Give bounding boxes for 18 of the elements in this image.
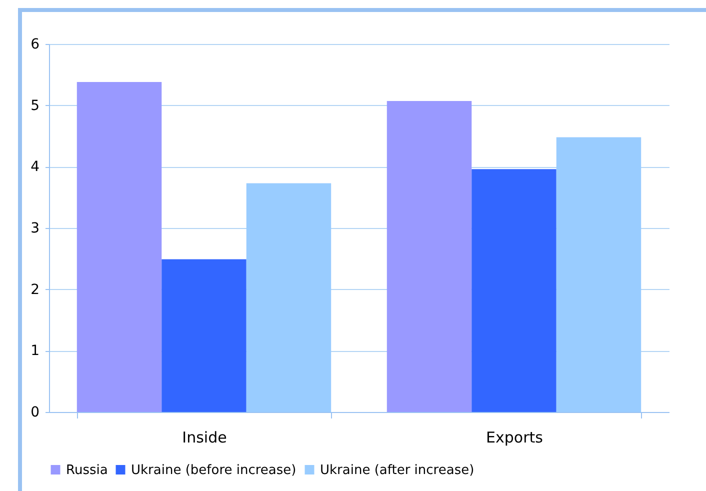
y-tick-label: 1 (30, 343, 40, 360)
bar (162, 259, 246, 412)
legend-label: Ukraine (after increase) (320, 462, 474, 478)
y-tick-label: 6 (30, 36, 40, 52)
y-tick-label: 3 (30, 220, 40, 236)
y-tick-label: 5 (30, 98, 40, 114)
legend-label: Russia (66, 462, 108, 478)
bar (472, 169, 556, 412)
legend-label: Ukraine (before increase) (131, 462, 296, 478)
x-tick-label: Exports (486, 428, 544, 446)
bar (246, 183, 332, 412)
bar (556, 137, 642, 412)
y-tick-label: 0 (30, 404, 40, 420)
x-tick-label: Inside (182, 428, 227, 446)
bar (76, 82, 162, 412)
y-tick-label: 2 (30, 282, 40, 298)
bar (386, 101, 472, 412)
y-tick-label: 4 (30, 159, 40, 176)
